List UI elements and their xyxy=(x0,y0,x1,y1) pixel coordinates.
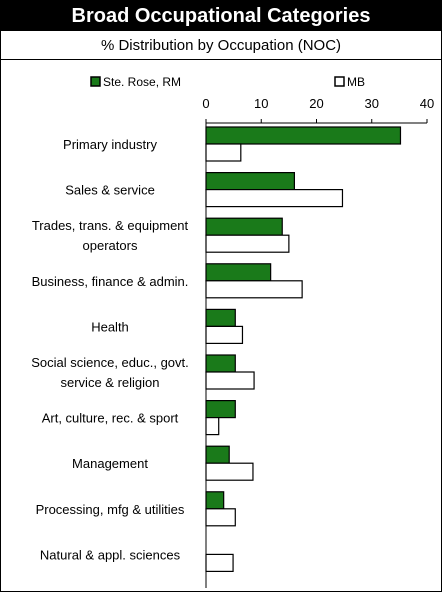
bar-mb xyxy=(205,371,255,390)
category-label: Primary industry xyxy=(63,137,157,152)
bar-ste-rose xyxy=(205,172,296,191)
x-tick-label: 0 xyxy=(202,96,209,111)
bar-ste-rose xyxy=(205,263,272,282)
bar-ste-rose xyxy=(205,445,230,464)
category-label: Business, finance & admin. xyxy=(32,274,189,289)
bar-ste-rose xyxy=(205,217,283,236)
bar-mb xyxy=(205,553,234,573)
x-tick-label: 10 xyxy=(254,96,268,111)
bar-ste-rose xyxy=(205,354,236,373)
bar-mb xyxy=(205,143,242,162)
category-label: Trades, trans. & equipment xyxy=(32,218,189,233)
bar-mb xyxy=(205,508,236,527)
category-label: Social science, educ., govt. xyxy=(31,355,189,370)
chart-subtitle: % Distribution by Occupation (NOC) xyxy=(1,32,441,60)
bar-ste-rose xyxy=(205,491,225,510)
category-label: Health xyxy=(91,319,129,334)
bar-mb xyxy=(205,325,244,344)
x-tick-label: 30 xyxy=(365,96,379,111)
bar-mb xyxy=(205,234,290,253)
category-label: service & religion xyxy=(61,375,160,390)
category-label: Art, culture, rec. & sport xyxy=(42,411,179,426)
category-label: Natural & appl. sciences xyxy=(40,547,181,562)
bar-ste-rose xyxy=(205,400,236,419)
bar-ste-rose xyxy=(205,126,402,145)
legend-label: MB xyxy=(347,75,365,89)
legend-label: Ste. Rose, RM xyxy=(103,75,181,89)
bar-mb xyxy=(205,280,303,299)
category-label: operators xyxy=(83,238,138,253)
category-label: Sales & service xyxy=(65,183,155,198)
chart-title: Broad Occupational Categories xyxy=(1,1,441,31)
bar-mb xyxy=(205,189,344,208)
category-label: Processing, mfg & utilities xyxy=(36,502,185,517)
category-label: Management xyxy=(72,456,148,471)
legend-swatch xyxy=(90,76,101,87)
x-tick-label: 20 xyxy=(309,96,323,111)
bar-mb xyxy=(205,417,220,436)
x-tick-label: 40 xyxy=(420,96,434,111)
bar-ste-rose xyxy=(205,308,236,327)
bar-mb xyxy=(205,462,254,481)
legend-swatch xyxy=(334,76,345,87)
